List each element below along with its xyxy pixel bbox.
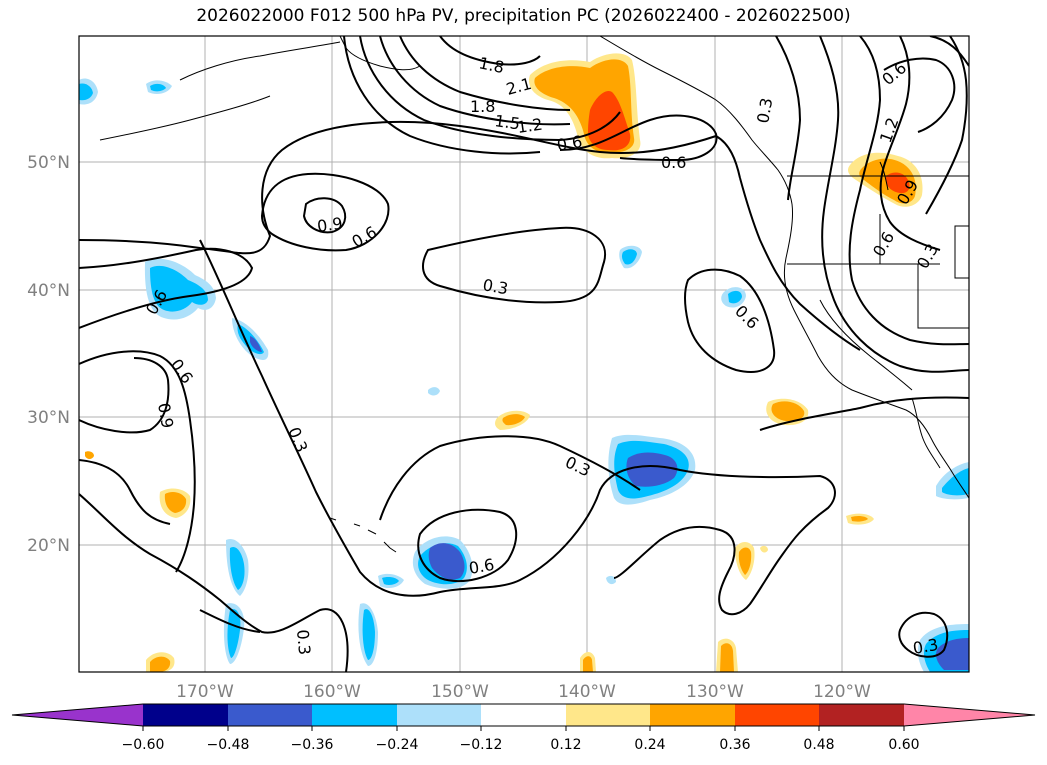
contour-label: 0.3	[481, 275, 509, 298]
contour-label: 0.9	[154, 401, 177, 429]
colorbar-tick-label: −0.12	[460, 737, 503, 753]
colorbar-segment	[397, 704, 481, 726]
lat-label: 50°N	[27, 153, 70, 173]
lon-label: 150°W	[431, 682, 489, 702]
colorbar-tick-label: 0.12	[550, 737, 581, 753]
longitude-labels: 170°W 160°W 150°W 140°W 130°W 120°W	[176, 682, 871, 702]
precip-negative-shading	[79, 78, 969, 672]
colorbar-segment	[481, 704, 566, 726]
contour-label: 0.3	[753, 96, 776, 124]
lon-label: 160°W	[303, 682, 361, 702]
colorbar-tick-label: −0.48	[207, 737, 250, 753]
colorbar-tick-label: −0.24	[376, 737, 419, 753]
colorbar-tick-label: −0.36	[291, 737, 334, 753]
colorbar-segment	[228, 704, 312, 726]
contour-label: 0.6	[467, 555, 495, 578]
colorbar-segment	[566, 704, 650, 726]
map-frame	[78, 35, 970, 673]
coastlines	[99, 36, 969, 553]
contour-label: 1.8	[477, 53, 506, 77]
colorbar-segment	[143, 704, 228, 726]
colorbar-tick-label: −0.60	[122, 737, 165, 753]
colorbar-segment	[312, 704, 397, 726]
lat-label: 30°N	[27, 408, 70, 428]
lat-label: 40°N	[27, 281, 70, 301]
colorbar-tick-label: 0.24	[634, 737, 665, 753]
contour-label: 0.6	[661, 153, 686, 172]
precip-positive-shading	[85, 53, 923, 672]
contour-label: 1.2	[516, 115, 544, 137]
lon-label: 130°W	[686, 682, 744, 702]
colorbar-segment	[735, 704, 819, 726]
latitude-labels: 50°N 40°N 30°N 20°N	[27, 153, 70, 556]
colorbar: −0.60 −0.48 −0.36 −0.24 −0.12 0.12 0.24 …	[11, 703, 1036, 753]
contour-label: 1.8	[470, 97, 495, 116]
colorbar-segment	[650, 704, 735, 726]
colorbar-segment	[819, 704, 904, 726]
colorbar-tick-label: 0.36	[719, 737, 750, 753]
map-background	[79, 36, 969, 672]
colorbar-tick-label: 0.48	[803, 737, 834, 753]
map-title: 2026022000 F012 500 hPa PV, precipitatio…	[196, 6, 851, 26]
contour-label: 1.5	[493, 111, 521, 133]
colorbar-extend-right	[904, 704, 1035, 726]
lat-label: 20°N	[27, 536, 70, 556]
colorbar-extend-left	[12, 704, 143, 726]
contour-label: 0.6	[555, 132, 583, 155]
lon-label: 170°W	[176, 682, 234, 702]
lon-label: 140°W	[558, 682, 616, 702]
lon-label: 120°W	[813, 682, 871, 702]
colorbar-tick-label: 0.60	[888, 737, 919, 753]
gridlines	[79, 36, 969, 672]
contour-label: 0.3	[293, 629, 314, 656]
pv-contours	[79, 36, 969, 672]
contour-label: 0.3	[911, 635, 939, 658]
contour-label: 0.9	[316, 214, 344, 236]
